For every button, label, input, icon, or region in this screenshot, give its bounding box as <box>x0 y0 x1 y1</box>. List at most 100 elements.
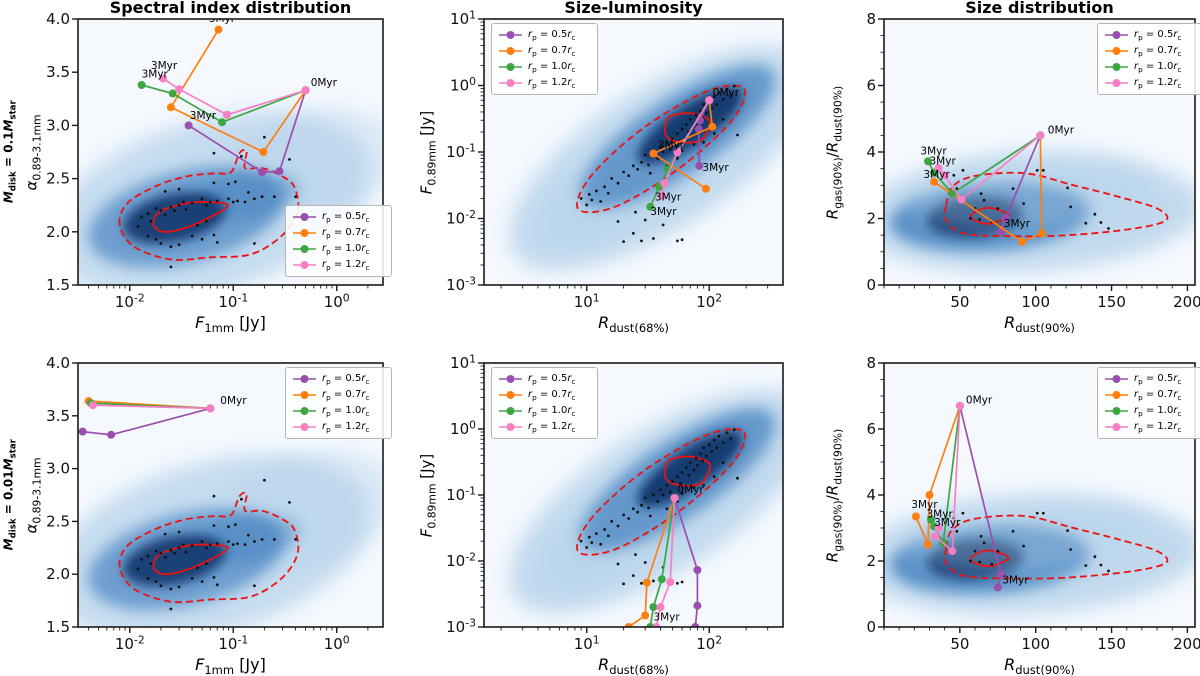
legend-entry-rp-1.2rc: rp = 1.2rc <box>498 419 590 435</box>
legend-marker <box>499 31 522 39</box>
scatter-point <box>990 562 994 566</box>
scatter-point <box>676 157 679 160</box>
scatter-point <box>215 542 219 545</box>
scatter-point <box>668 147 672 151</box>
tick-label: 3.0 <box>46 460 70 478</box>
scatter-point <box>215 199 219 203</box>
scatter-point <box>579 197 583 200</box>
scatter-point <box>294 538 297 541</box>
tick-label: 100 <box>450 75 476 95</box>
tick-label: 6 <box>866 420 876 438</box>
tick-label: 50 <box>950 293 969 311</box>
scatter-point <box>631 231 635 235</box>
y-axis-label: F0.89mm [Jy] <box>417 453 439 538</box>
scatter-point <box>154 549 158 553</box>
scatter-point <box>169 607 173 611</box>
scatter-point <box>146 577 150 580</box>
scatter-point <box>671 480 674 483</box>
tick-label: 102 <box>696 633 722 653</box>
y-axis-label: F0.89mm [Jy] <box>417 110 439 195</box>
legend-entry-rp-0.5rc: rp = 0.5rc <box>292 371 384 387</box>
legend-label: rp = 0.5rc <box>322 210 370 224</box>
track-marker <box>670 494 679 502</box>
legend-label: rp = 0.5rc <box>1134 372 1182 386</box>
scatter-point <box>288 158 291 161</box>
legend: rp = 0.5rc rp = 0.7rc rp = 1.0rc rp = 1.2rc <box>491 367 598 439</box>
scatter-point <box>1084 564 1088 567</box>
legend-entry-rp-0.7rc: rp = 0.7rc <box>292 387 384 403</box>
track-marker <box>88 401 97 410</box>
axes: 101 102 10-3 10-2 10-1 100 101 <box>446 352 784 653</box>
legend-entry-rp-1.0rc: rp = 1.0rc <box>292 403 384 419</box>
scatter-point <box>680 580 684 584</box>
scatter-point <box>978 560 981 564</box>
contour-dashed <box>576 84 746 214</box>
age-label: 3Myr <box>655 192 682 204</box>
tick-label: 10-1 <box>446 141 476 161</box>
tick-label: 8 <box>866 354 876 372</box>
track-marker <box>702 184 710 193</box>
scatter-point <box>590 198 594 202</box>
scatter-point <box>659 145 662 149</box>
track-line-rp-1.2rc <box>162 77 306 116</box>
contour-solid <box>969 549 1010 568</box>
scatter-point <box>652 579 655 583</box>
age-label: 3Myr <box>1004 218 1031 230</box>
scatter-point <box>190 234 194 238</box>
scatter-point <box>712 132 716 135</box>
scatter-point <box>169 265 173 269</box>
age-label: 0Myr <box>220 395 247 407</box>
tick-label: 1.5 <box>46 276 70 294</box>
scatter-point <box>732 428 736 431</box>
age-label: 3Myr <box>927 508 954 520</box>
scatter-point <box>260 195 264 199</box>
legend-marker <box>293 423 316 431</box>
legend-marker <box>1105 31 1128 39</box>
track-line-rp-1.2rc <box>934 405 961 553</box>
scatter-point <box>729 93 733 97</box>
axes-spine <box>77 18 384 286</box>
row-label-disk-mass-0.1: Mdisk = 0.1Mstar <box>1 100 19 204</box>
scatter-point <box>1093 555 1097 559</box>
contour-dashed <box>943 514 1169 580</box>
tick-label: 200 <box>1173 635 1200 653</box>
axes-spine <box>883 362 1196 628</box>
scatter-point <box>694 113 698 117</box>
track-marker <box>1036 131 1045 140</box>
scatter-point <box>661 493 665 497</box>
scatter-point <box>263 135 266 139</box>
y-axis-label: Rgas(90%)/Rdust(90%) <box>823 428 845 563</box>
legend-label: rp = 0.7rc <box>322 226 370 240</box>
scatter-point <box>640 503 643 507</box>
scatter-point <box>702 446 705 450</box>
panel-title-spectral-index-distribution: Spectral index distribution <box>109 0 352 17</box>
legend-label: rp = 1.2rc <box>1134 420 1182 434</box>
scatter-point <box>1035 511 1039 515</box>
track-marker <box>955 401 964 410</box>
scatter-point <box>736 476 739 480</box>
track-marker <box>693 566 702 574</box>
scatter-point <box>996 549 1000 553</box>
scatter-point <box>236 199 239 203</box>
scatter-point <box>627 174 631 178</box>
scatter-point <box>149 562 153 565</box>
scatter-point <box>676 475 679 478</box>
scatter-point <box>715 103 719 106</box>
track-marker <box>934 524 943 532</box>
legend: rp = 0.5rc rp = 0.7rc rp = 1.0rc rp = 1.2rc <box>491 23 598 95</box>
age-label: 3Myr <box>151 60 178 72</box>
scatter-point <box>627 517 631 520</box>
scatter-point <box>680 149 684 153</box>
legend-entry-rp-1.0rc: rp = 1.0rc <box>292 241 384 257</box>
scatter-point <box>671 137 674 140</box>
scatter-point <box>680 127 684 131</box>
scatter-point <box>648 171 652 175</box>
contour-solid <box>152 201 229 233</box>
track-line-rp-0.5rc <box>673 497 699 627</box>
scatter-point <box>177 530 181 534</box>
legend-marker <box>1105 391 1128 399</box>
age-label: 3Myr <box>1002 574 1029 586</box>
legend-marker <box>293 229 316 237</box>
